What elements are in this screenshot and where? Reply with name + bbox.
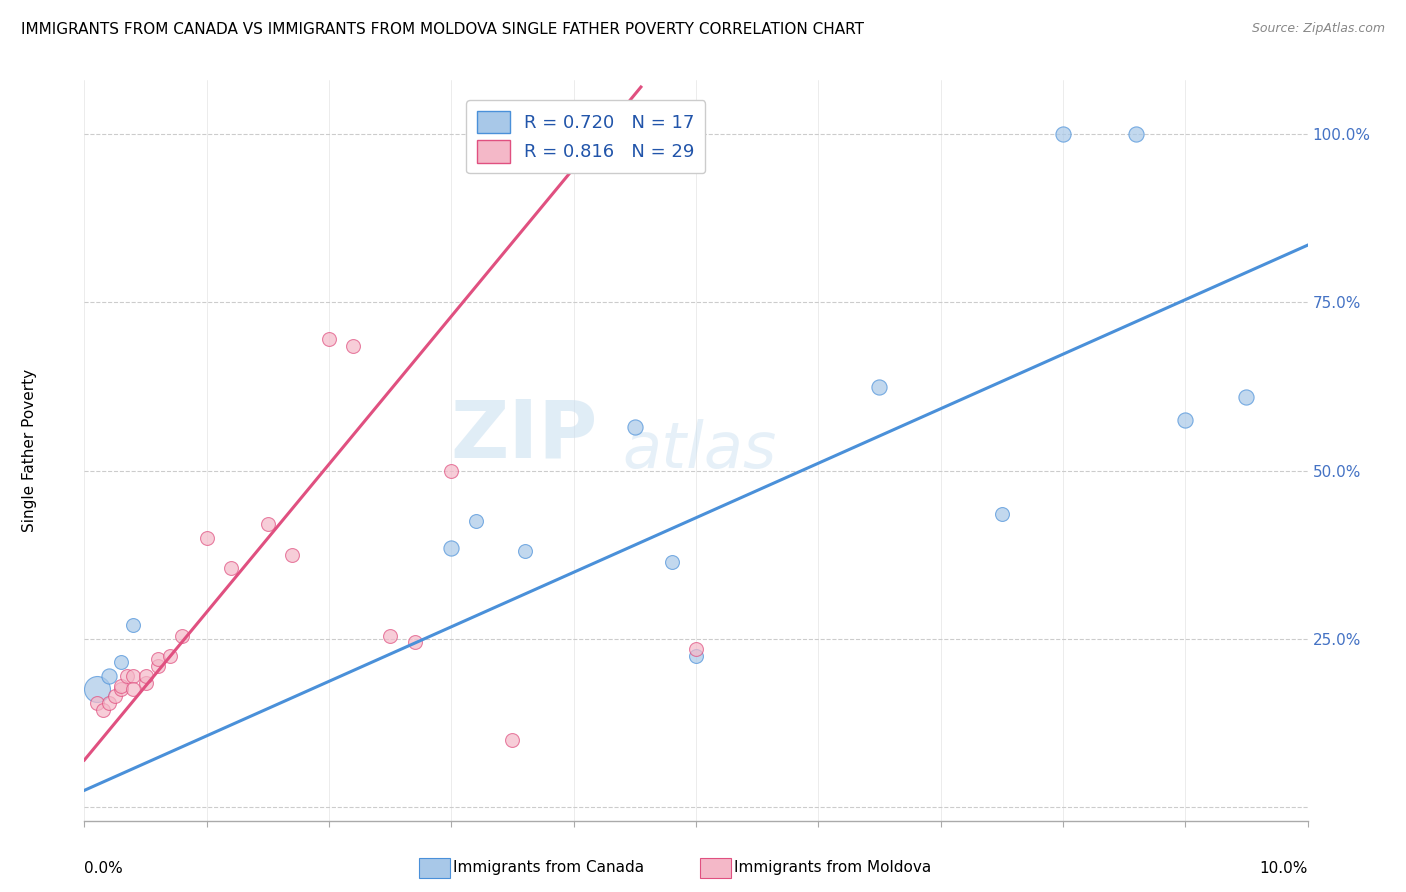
- Point: [318, 333, 340, 347]
- Point: [991, 508, 1014, 522]
- Point: [464, 514, 486, 528]
- Text: 0.0%: 0.0%: [84, 862, 124, 876]
- Legend: R = 0.720   N = 17, R = 0.816   N = 29: R = 0.720 N = 17, R = 0.816 N = 29: [467, 101, 706, 173]
- Point: [257, 517, 280, 532]
- Point: [404, 635, 426, 649]
- Point: [86, 682, 108, 697]
- Point: [97, 669, 120, 683]
- Point: [440, 541, 463, 555]
- Point: [135, 669, 157, 683]
- Point: [219, 561, 242, 575]
- Point: [195, 531, 218, 545]
- Point: [281, 548, 304, 562]
- Point: [110, 679, 132, 693]
- Point: [685, 642, 707, 657]
- Point: [86, 696, 108, 710]
- Text: Immigrants from Canada: Immigrants from Canada: [453, 861, 644, 875]
- Point: [513, 544, 536, 558]
- Point: [122, 682, 145, 697]
- Point: [172, 629, 194, 643]
- Point: [869, 379, 891, 393]
- Point: [661, 554, 683, 569]
- Point: [380, 629, 402, 643]
- Point: [135, 675, 157, 690]
- Text: IMMIGRANTS FROM CANADA VS IMMIGRANTS FROM MOLDOVA SINGLE FATHER POVERTY CORRELAT: IMMIGRANTS FROM CANADA VS IMMIGRANTS FRO…: [21, 22, 865, 37]
- Point: [91, 703, 114, 717]
- Point: [1125, 127, 1147, 141]
- Point: [104, 689, 127, 703]
- Point: [110, 682, 132, 697]
- Point: [586, 137, 609, 152]
- Point: [1236, 390, 1258, 404]
- Text: Source: ZipAtlas.com: Source: ZipAtlas.com: [1251, 22, 1385, 36]
- Point: [146, 652, 169, 666]
- Point: [624, 420, 647, 434]
- Point: [110, 656, 132, 670]
- Point: [122, 669, 145, 683]
- Point: [159, 648, 181, 663]
- Point: [685, 648, 707, 663]
- Point: [122, 618, 145, 632]
- Point: [1052, 127, 1074, 141]
- Point: [1174, 413, 1197, 427]
- Text: 10.0%: 10.0%: [1260, 862, 1308, 876]
- Text: ZIP: ZIP: [451, 397, 598, 475]
- Point: [97, 696, 120, 710]
- Point: [562, 137, 585, 152]
- Point: [115, 669, 138, 683]
- Point: [440, 464, 463, 478]
- Point: [502, 732, 524, 747]
- Point: [146, 658, 169, 673]
- Point: [342, 339, 364, 353]
- Text: Immigrants from Moldova: Immigrants from Moldova: [734, 861, 931, 875]
- Text: Single Father Poverty: Single Father Poverty: [22, 369, 37, 532]
- Text: atlas: atlas: [623, 419, 778, 482]
